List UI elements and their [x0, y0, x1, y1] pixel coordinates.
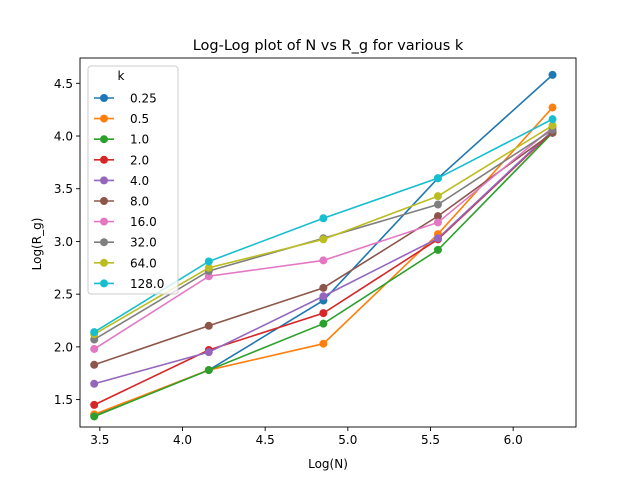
y-tick-label: 4.0 [54, 130, 73, 144]
legend-swatch-marker [100, 135, 108, 144]
y-tick-label: 3.0 [54, 235, 73, 249]
legend-label: 16.0 [130, 215, 157, 229]
legend-label: 2.0 [130, 153, 149, 167]
x-tick-label: 3.5 [90, 433, 109, 447]
legend-label: 0.5 [130, 112, 149, 126]
legend-label: 4.0 [130, 174, 149, 188]
data-point [433, 212, 442, 221]
data-point [433, 234, 442, 243]
axes-frame [79, 57, 577, 428]
legend-swatch-marker [100, 279, 108, 288]
legend-swatch-marker [100, 238, 108, 247]
data-point [433, 174, 442, 183]
data-point [204, 366, 213, 375]
x-axis-label: Log(N) [308, 457, 348, 471]
x-tick-label: 6.0 [504, 433, 523, 447]
data-point [548, 115, 557, 124]
legend-swatch-marker [100, 94, 108, 102]
x-tick-label: 5.0 [338, 433, 357, 447]
legend-swatch-marker [100, 176, 108, 185]
data-point [433, 192, 442, 201]
data-point [90, 412, 99, 421]
legend-swatch-marker [100, 197, 108, 205]
x-tick-label: 4.0 [173, 433, 192, 447]
y-tick-label: 3.5 [54, 182, 73, 196]
data-point [90, 328, 99, 337]
data-point [319, 214, 328, 223]
series-1.0 [90, 128, 557, 421]
data-point [319, 283, 328, 292]
legend-label: 8.0 [130, 195, 149, 209]
data-point [548, 70, 557, 79]
y-tick-label: 4.5 [54, 77, 73, 91]
legend-label: 0.25 [130, 92, 157, 106]
data-point [319, 235, 328, 244]
data-point [319, 256, 328, 265]
legend-swatch-marker [100, 114, 108, 123]
data-point [319, 339, 328, 348]
data-point [319, 309, 328, 318]
data-point [90, 344, 99, 353]
data-point [319, 319, 328, 328]
legend-label: 32.0 [130, 236, 157, 250]
data-point [319, 292, 328, 301]
data-point [548, 103, 557, 112]
data-point [204, 348, 213, 357]
data-point [90, 379, 99, 388]
legend-box [87, 65, 179, 295]
legend-swatch-marker [100, 155, 108, 164]
chart-title: Log-Log plot of N vs R_g for various k [193, 38, 464, 54]
legend-title: k [118, 69, 125, 83]
y-tick-label: 1.5 [54, 393, 73, 407]
legend-label: 64.0 [130, 256, 157, 270]
legend-label: 1.0 [130, 133, 149, 147]
data-point [204, 257, 213, 266]
y-axis-label: Log(R_g) [30, 218, 44, 271]
legend-label: 128.0 [130, 277, 164, 291]
data-point [90, 360, 99, 369]
legend-swatch-marker [100, 217, 108, 226]
data-point [90, 400, 99, 409]
legend-swatch-marker [100, 258, 108, 267]
data-point [204, 321, 213, 330]
x-tick-label: 4.5 [256, 433, 275, 447]
data-point [433, 200, 442, 209]
x-tick-label: 5.5 [421, 433, 440, 447]
legend: k 0.25 0.5 1.0 2.0 4.0 8.0 16.0 32.0 64.0 128.0 [87, 65, 179, 295]
data-point [204, 263, 213, 272]
y-tick-label: 2.0 [54, 340, 73, 354]
data-point [548, 121, 557, 130]
data-point [433, 218, 442, 227]
y-tick-label: 2.5 [54, 288, 73, 302]
data-point [433, 245, 442, 254]
